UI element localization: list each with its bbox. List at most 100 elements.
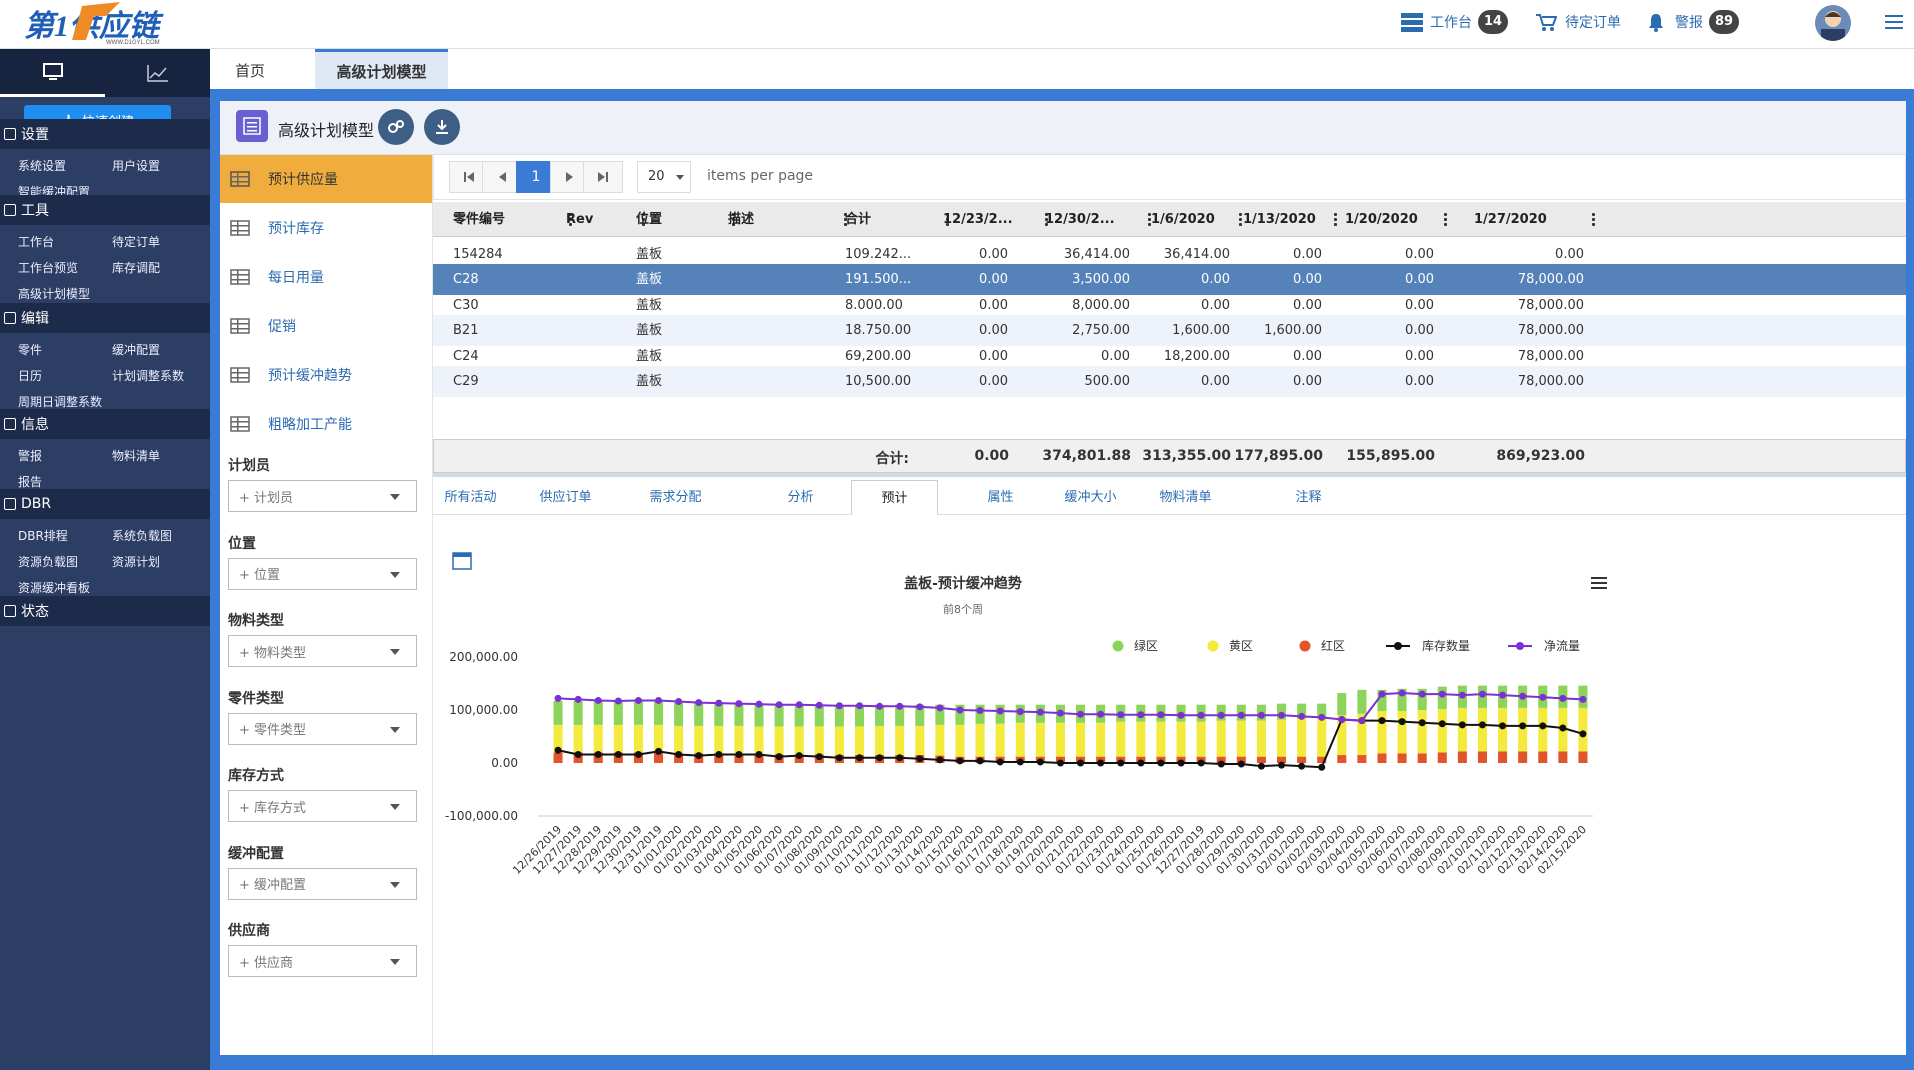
column-header[interactable]: 1/27/2020 [1474, 202, 1601, 237]
sidebar-section-5[interactable]: 状态 [0, 596, 210, 626]
filter-select[interactable]: + 库存方式 [228, 790, 417, 822]
column-menu-icon[interactable] [946, 212, 949, 227]
user-avatar[interactable] [1815, 5, 1851, 41]
column-header[interactable]: 12/30/2... [1045, 202, 1157, 237]
point-库存数量 [1016, 758, 1024, 766]
column-header[interactable]: 描述 [728, 202, 853, 237]
sidebar-link[interactable]: 报告 [18, 475, 43, 489]
bottom-tab-3[interactable]: 分析 [787, 490, 814, 505]
legend-label[interactable]: 净流量 [1544, 639, 1580, 653]
sidebar-link[interactable]: 用户设置 [112, 159, 161, 173]
sidebar-link[interactable]: 高级计划模型 [18, 287, 91, 301]
bottom-tab-0[interactable]: 所有活动 [444, 490, 497, 505]
pending-orders-link[interactable]: 待定订单 [1535, 10, 1621, 34]
column-menu-icon[interactable] [1444, 212, 1447, 227]
column-header[interactable]: Rev [566, 202, 651, 237]
sidebar-tab-chart[interactable] [105, 49, 210, 97]
column-menu-icon[interactable] [1045, 212, 1048, 227]
last-page-button[interactable] [583, 161, 623, 193]
leftnav-item-5[interactable]: 粗略加工产能 [220, 400, 432, 448]
bottom-tab-5[interactable]: 属性 [987, 490, 1014, 505]
menu-icon[interactable] [1885, 14, 1903, 34]
column-menu-icon[interactable] [1148, 212, 1151, 227]
sidebar-link[interactable]: 计划调整系数 [112, 369, 185, 383]
table-row[interactable]: C29 盖板 10,500.00 0.00 500.00 0.00 0.00 0.00 78,0… [433, 366, 1906, 397]
sidebar-section-0[interactable]: 设置 [0, 119, 210, 149]
bottom-tab-1[interactable]: 供应订单 [539, 490, 592, 505]
settings-button[interactable] [378, 109, 414, 145]
column-menu-icon[interactable] [569, 212, 572, 227]
column-header[interactable]: 1/6/2020 [1151, 202, 1248, 237]
table-row[interactable]: C28 盖板 191.500... 0.00 3,500.00 0.00 0.00 0.00 7… [433, 264, 1906, 296]
sidebar-tab-desktop[interactable] [0, 49, 105, 97]
table-row[interactable]: C24 盖板 69,200.00 0.00 0.00 18,200.00 0.00 0.00 7… [433, 341, 1906, 372]
filter-select[interactable]: + 物料类型 [228, 635, 417, 667]
horizontal-scrollbar[interactable] [433, 473, 1906, 477]
sidebar-link[interactable]: 库存调配 [112, 261, 161, 275]
legend-label[interactable]: 黄区 [1229, 639, 1253, 653]
column-menu-icon[interactable] [642, 212, 645, 227]
sidebar-link[interactable]: DBR排程 [18, 529, 68, 543]
sidebar-link[interactable]: 物料清单 [112, 449, 161, 463]
filter-select[interactable]: + 供应商 [228, 945, 417, 977]
column-menu-icon[interactable] [1239, 212, 1242, 227]
filter-select[interactable]: + 计划员 [228, 480, 417, 512]
hamburger-menu-icon[interactable] [1591, 577, 1607, 589]
tab-advanced-planning[interactable]: 高级计划模型 [315, 49, 448, 89]
leftnav-item-4[interactable]: 预计缓冲趋势 [220, 351, 432, 399]
column-menu-icon[interactable] [1334, 212, 1337, 227]
sidebar-link[interactable]: 资源缓冲看板 [18, 581, 91, 595]
sidebar-link[interactable]: 资源负载图 [18, 555, 79, 569]
alerts-link[interactable]: 警报 89 [1647, 10, 1739, 34]
sidebar-section-4[interactable]: DBR [0, 489, 210, 519]
sidebar-link[interactable]: 系统负载图 [112, 529, 173, 543]
prev-page-button[interactable] [482, 161, 522, 193]
sidebar-link[interactable]: 工作台 [18, 235, 55, 249]
sidebar-link[interactable]: 日历 [18, 369, 43, 383]
column-menu-icon[interactable] [732, 212, 735, 227]
leftnav-item-3[interactable]: 促销 [220, 302, 432, 350]
sidebar-link[interactable]: 零件 [18, 343, 43, 357]
bottom-tab-4[interactable]: 预计 [851, 480, 938, 515]
page-size-select[interactable]: 20 [637, 161, 691, 193]
filter-select[interactable]: + 位置 [228, 557, 417, 590]
legend-label[interactable]: 红区 [1321, 638, 1345, 653]
leftnav-item-2[interactable]: 每日用量 [220, 253, 432, 301]
sidebar-link[interactable]: 警报 [18, 449, 43, 463]
sidebar-link[interactable]: 工作台预览 [18, 261, 79, 275]
sidebar-link[interactable]: 资源计划 [112, 555, 161, 569]
column-header[interactable]: 1/13/2020 [1243, 202, 1343, 237]
column-header[interactable]: 位置 [636, 202, 741, 237]
column-header[interactable]: 12/23/2... [943, 202, 1054, 237]
leftnav-item-0[interactable]: 预计供应量 [220, 155, 432, 203]
bottom-tab-8[interactable]: 注释 [1295, 490, 1322, 505]
app-logo[interactable]: 第1供应链 WWW.D1GYL.COM [20, 2, 220, 46]
column-header[interactable]: 合计 [845, 202, 955, 237]
table-row[interactable]: 154284 盖板 109.242... 0.00 36,414.00 36,414.00… [433, 239, 1906, 270]
legend-label[interactable]: 库存数量 [1422, 638, 1470, 653]
sidebar-section-2[interactable]: 编辑 [0, 303, 210, 333]
sidebar-section-3[interactable]: 信息 [0, 409, 210, 439]
bottom-tab-2[interactable]: 需求分配 [649, 490, 702, 505]
sidebar-link[interactable]: 系统设置 [18, 159, 67, 173]
workbench-link[interactable]: 工作台 14 [1400, 10, 1508, 34]
filter-select[interactable]: + 缓冲配置 [228, 867, 417, 900]
column-header[interactable]: 零件编号 [453, 202, 578, 237]
table-row[interactable]: B21 盖板 18.750.00 0.00 2,750.00 1,600.00 1,600.… [433, 315, 1906, 347]
calendar-icon[interactable] [452, 552, 472, 570]
sidebar-section-1[interactable]: 工具 [0, 195, 210, 225]
bottom-tab-7[interactable]: 物料清单 [1159, 490, 1212, 505]
sidebar-link[interactable]: 缓冲配置 [112, 343, 161, 357]
column-menu-icon[interactable] [844, 212, 847, 227]
sidebar-link[interactable]: 待定订单 [112, 235, 161, 249]
download-button[interactable] [424, 109, 460, 145]
column-header[interactable]: 1/20/2020 [1345, 202, 1453, 237]
table-row[interactable]: C30 盖板 8.000.00 0.00 8,000.00 0.00 0.00 0.00 78,… [433, 290, 1906, 321]
column-menu-icon[interactable] [1592, 212, 1595, 227]
tab-home[interactable]: 首页 [234, 62, 265, 80]
filter-select[interactable]: + 零件类型 [228, 712, 417, 745]
sidebar-link[interactable]: 周期日调整系数 [18, 395, 103, 409]
legend-label[interactable]: 绿区 [1134, 638, 1158, 653]
bottom-tab-6[interactable]: 缓冲大小 [1064, 490, 1117, 505]
leftnav-item-1[interactable]: 预计库存 [220, 204, 432, 252]
